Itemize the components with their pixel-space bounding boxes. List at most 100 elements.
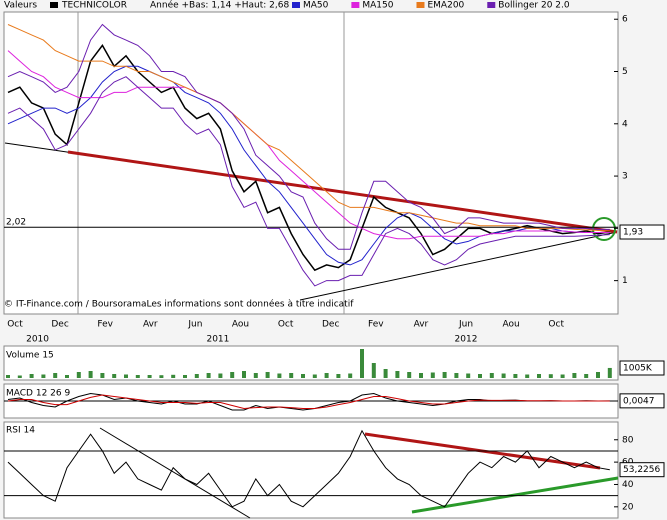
x-tick-label: Aou: [502, 320, 519, 330]
volume-bar: [572, 373, 577, 378]
y-tick-label: 1: [622, 276, 628, 286]
value-box-label: 53,2256: [623, 465, 660, 475]
y-tick-label: 5: [622, 67, 628, 77]
volume-bar: [65, 375, 69, 378]
volume-bar: [124, 374, 128, 378]
volume-bar: [265, 372, 270, 378]
volume-bar: [301, 374, 305, 378]
legend-label: Bollinger 20 2.0: [498, 1, 570, 11]
series-line: [7, 429, 610, 508]
y-tick-label: 80: [622, 435, 634, 445]
volume-bar: [537, 374, 541, 378]
x-year-label: 2010: [26, 335, 49, 345]
x-tick-label: Aou: [232, 320, 249, 330]
volume-bar: [407, 372, 412, 378]
panel-title: RSI 14: [6, 426, 35, 436]
legend-label: EMA200: [427, 1, 464, 11]
x-tick-label: Oct: [7, 320, 23, 330]
volume-bar: [336, 374, 341, 378]
volume-bar: [17, 375, 22, 378]
value-box: [619, 224, 665, 240]
legend-swatch: [416, 2, 425, 8]
volume-bar: [171, 374, 176, 378]
rsi-panel: [3, 421, 619, 519]
band-line: [7, 76, 610, 287]
y-tick-label: 20: [622, 502, 634, 512]
volume-bar: [430, 372, 435, 378]
volume-bar: [41, 374, 46, 378]
volume-bar: [548, 374, 553, 378]
volume-bar: [454, 373, 459, 378]
header-title: Valeurs: [4, 1, 37, 11]
x-tick-label: Jun: [458, 320, 473, 330]
series-line: [7, 24, 610, 232]
resistance-line: [67, 150, 618, 234]
volume-bar: [147, 375, 152, 378]
x-tick-label: Jun: [187, 320, 202, 330]
legend-swatch: [292, 2, 300, 8]
volume-bar: [230, 372, 235, 378]
series-line: [7, 65, 610, 266]
volume-bar: [584, 374, 589, 378]
volume-bar: [277, 373, 282, 378]
legend-label: MA150: [362, 1, 393, 11]
volume-bar: [194, 374, 199, 378]
x-year-label: 2012: [455, 335, 478, 345]
volume-bar: [88, 371, 93, 378]
value-box: [619, 393, 665, 409]
legend-swatch: [351, 2, 360, 8]
volume-bar: [312, 374, 317, 378]
volume-bar: [383, 369, 388, 378]
volume-bar: [607, 367, 612, 378]
reference-label: 2,02: [6, 218, 26, 228]
volume-bar: [53, 373, 58, 378]
value-box-label: 0,0047: [623, 396, 655, 406]
volume-bar: [513, 374, 518, 378]
volume-bar: [76, 372, 81, 378]
legend-name: TECHNICOLOR: [61, 1, 127, 11]
series-line: [7, 44, 610, 272]
rsi-support: [411, 476, 619, 514]
volume-bar: [371, 363, 376, 378]
series-line: [7, 394, 610, 410]
y-tick-label: 3: [622, 172, 628, 182]
x-tick-label: Oct: [548, 320, 564, 330]
volume-bar: [324, 373, 329, 378]
volume-bar: [395, 371, 400, 378]
x-tick-label: Fev: [368, 320, 384, 330]
source-note: © IT-Finance.com / BoursoramaLes informa…: [4, 299, 354, 310]
volume-bar: [112, 374, 117, 378]
volume-bar: [489, 373, 494, 378]
volume-bar: [466, 373, 471, 378]
x-year-label: 2011: [206, 335, 229, 345]
x-tick-label: Avr: [414, 320, 429, 330]
x-tick-label: Dec: [322, 320, 339, 330]
y-tick-label: 40: [622, 480, 634, 490]
main-panel: [3, 11, 619, 315]
x-tick-label: Fev: [97, 320, 113, 330]
value-box-label: 1005K: [623, 364, 653, 374]
volume-bar: [501, 373, 506, 378]
legend-label: MA50: [303, 1, 329, 11]
rsi-trend: [99, 427, 251, 519]
value-box: [619, 360, 665, 376]
x-tick-label: Avr: [143, 320, 158, 330]
volume-bar: [159, 375, 164, 378]
volume-bar: [525, 374, 530, 378]
volume-bar: [135, 375, 140, 378]
x-tick-label: Dec: [51, 320, 68, 330]
value-box-label: 1,93: [623, 228, 643, 238]
volume-bar: [442, 372, 447, 378]
volume-bar: [596, 372, 600, 378]
volume-bar: [218, 373, 223, 378]
volume-bar: [206, 373, 211, 378]
volume-bar: [289, 373, 294, 378]
volume-bar: [183, 375, 187, 378]
value-box: [619, 462, 665, 478]
volume-bar: [6, 375, 10, 378]
y-tick-label: 6: [622, 15, 628, 25]
y-tick-label: 4: [622, 119, 628, 129]
volume-bar: [348, 373, 353, 378]
panel-title: MACD 12 26 9: [6, 389, 70, 399]
